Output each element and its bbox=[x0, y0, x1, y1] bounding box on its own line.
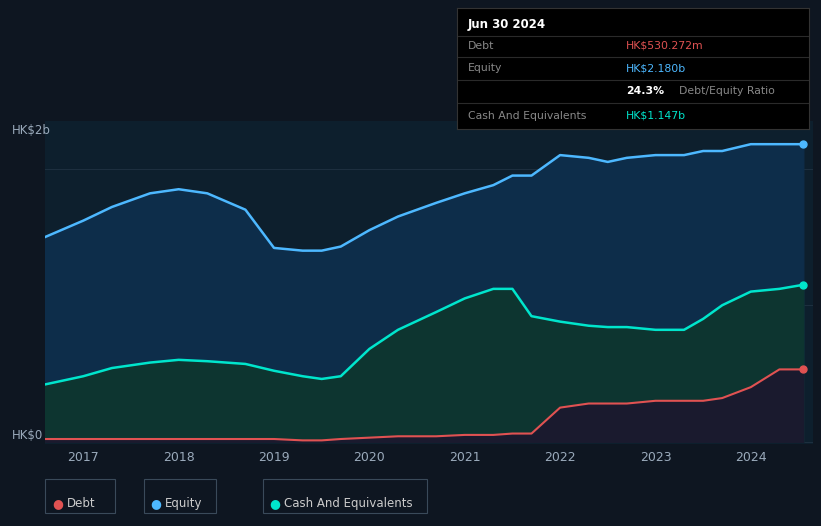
Text: 24.3%: 24.3% bbox=[626, 86, 664, 96]
Text: Cash And Equivalents: Cash And Equivalents bbox=[284, 498, 413, 510]
Text: HK$2b: HK$2b bbox=[12, 124, 51, 137]
Text: Debt/Equity Ratio: Debt/Equity Ratio bbox=[679, 86, 774, 96]
Text: ●: ● bbox=[52, 498, 63, 510]
Text: Equity: Equity bbox=[468, 63, 502, 74]
Text: Jun 30 2024: Jun 30 2024 bbox=[468, 17, 546, 31]
Text: Cash And Equivalents: Cash And Equivalents bbox=[468, 110, 586, 120]
Text: ●: ● bbox=[269, 498, 281, 510]
Text: Equity: Equity bbox=[165, 498, 203, 510]
Text: Debt: Debt bbox=[468, 41, 494, 51]
Text: HK$0: HK$0 bbox=[12, 429, 44, 442]
Text: ●: ● bbox=[150, 498, 162, 510]
Text: HK$2.180b: HK$2.180b bbox=[626, 63, 686, 74]
Text: Debt: Debt bbox=[67, 498, 95, 510]
Text: HK$530.272m: HK$530.272m bbox=[626, 41, 704, 51]
Text: HK$1.147b: HK$1.147b bbox=[626, 110, 686, 120]
